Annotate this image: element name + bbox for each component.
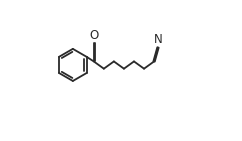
Text: N: N [154,33,162,46]
Text: O: O [90,29,99,42]
